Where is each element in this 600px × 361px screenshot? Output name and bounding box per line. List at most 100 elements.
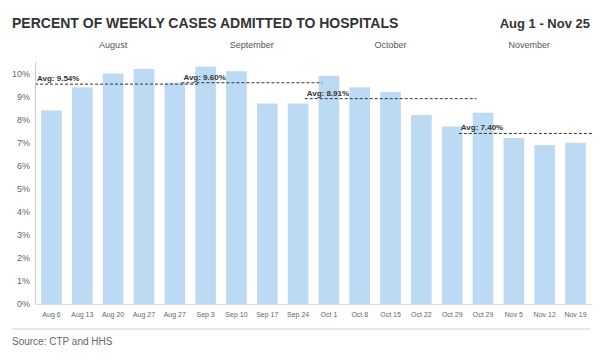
bars [41,67,586,304]
x-tick-label: Oct 22 [411,311,432,318]
y-tick: 2% [17,253,35,263]
x-tick-label: Nov 19 [564,311,586,318]
x-tick: Oct 22 [411,304,432,318]
x-tick-label: Sep 17 [256,311,278,319]
bar [72,87,93,304]
average-line [181,82,322,83]
x-tick: Nov 5 [505,304,523,318]
bar [41,110,62,304]
average-label: Avg: 8.91% [307,89,349,98]
x-tick: Oct 15 [380,304,401,318]
x-axis: Aug 6 Aug 13 Aug 20 Aug 27 Aug 27 Sep 3 Sep 10… [36,304,593,319]
annotations: Avg: 9.54% August Avg: 9.60% September Avg: … [37,40,550,132]
bar [319,76,340,304]
y-tick-label: 2% [17,253,30,263]
footer-rule [12,329,590,330]
x-tick-label: Aug 13 [71,311,93,319]
average-line [305,98,477,99]
y-tick: 1% [17,276,35,286]
x-tick: Oct 29 [442,304,463,318]
bar [380,92,401,304]
y-axis: 0% 1% 2% 3% 4% 5% 6% 7% 8% 9% 10% [12,63,36,310]
bar [411,115,432,304]
bar [442,127,463,304]
bar [257,103,278,304]
x-tick: Sep 24 [287,304,309,319]
bar [195,67,216,304]
month-label: September [230,40,274,50]
y-tick-label: 7% [17,138,30,148]
y-tick-label: 3% [17,230,30,240]
x-tick-label: Oct 29 [473,311,494,318]
x-tick-label: Aug 27 [133,311,155,319]
y-tick-label: 4% [17,207,30,217]
bar [134,69,155,304]
x-tick: Sep 3 [196,304,214,319]
x-tick-label: Aug 20 [102,311,124,319]
y-tick: 7% [17,138,35,148]
x-tick-label: Sep 10 [225,311,247,319]
x-tick: Aug 20 [102,304,124,319]
x-axis-line [36,304,593,305]
y-tick: 3% [17,230,35,240]
y-tick-label: 6% [17,161,30,171]
x-tick-label: Oct 8 [351,311,368,318]
average-label: Avg: 9.60% [183,73,225,82]
x-tick-label: Oct 1 [321,311,338,318]
month-label: August [99,40,128,50]
y-tick-label: 10% [12,69,30,79]
bar [534,145,555,304]
x-tick-label: Nov 5 [505,311,523,318]
bar [226,71,247,304]
y-tick: 5% [17,184,35,194]
source: Source: CTP and HHS [12,336,113,347]
x-tick-label: Sep 3 [196,311,214,319]
average-label: Avg: 9.54% [37,74,79,83]
x-tick: Sep 10 [225,304,247,319]
y-tick: 4% [17,207,35,217]
average-lines [35,83,592,134]
average-line [35,84,199,85]
y-tick: 8% [17,115,35,125]
bar [504,138,525,304]
x-tick: Nov 19 [564,304,586,318]
x-tick: Nov 12 [534,304,556,318]
x-tick: Aug 27 [133,304,155,319]
bar [288,103,309,304]
average-line [459,133,592,134]
x-tick-label: Sep 24 [287,311,309,319]
average-label: Avg: 7.40% [461,123,503,132]
bar [164,83,185,304]
month-label: October [375,40,407,50]
bar [473,113,494,304]
x-tick-label: Oct 15 [380,311,401,318]
x-tick-label: Aug 27 [164,311,186,319]
x-tick-label: Aug 6 [42,311,60,319]
y-tick: 9% [17,92,35,102]
y-tick-label: 5% [17,184,30,194]
x-tick: Oct 8 [351,304,368,318]
subtitle: Aug 1 - Nov 25 [500,16,590,31]
title: PERCENT OF WEEKLY CASES ADMITTED TO HOSP… [12,15,398,31]
x-tick-label: Nov 12 [534,311,556,318]
x-tick: Oct 1 [321,304,338,318]
y-tick-label: 0% [17,299,30,309]
y-tick: 0% [17,299,35,309]
bar [565,143,586,304]
x-tick: Oct 29 [473,304,494,318]
y-tick: 6% [17,161,35,171]
y-tick-label: 8% [17,115,30,125]
y-tick-label: 1% [17,276,30,286]
x-tick: Aug 6 [42,304,60,319]
bar [103,74,124,304]
x-tick: Aug 27 [164,304,186,319]
x-tick: Sep 17 [256,304,278,319]
y-tick-label: 9% [17,92,30,102]
y-axis-line [35,63,36,305]
month-label: November [509,40,551,50]
chart: PERCENT OF WEEKLY CASES ADMITTED TO HOSP… [0,0,600,361]
x-tick-label: Oct 29 [442,311,463,318]
bar [349,87,370,304]
x-tick: Aug 13 [71,304,93,319]
y-tick: 10% [12,69,35,79]
